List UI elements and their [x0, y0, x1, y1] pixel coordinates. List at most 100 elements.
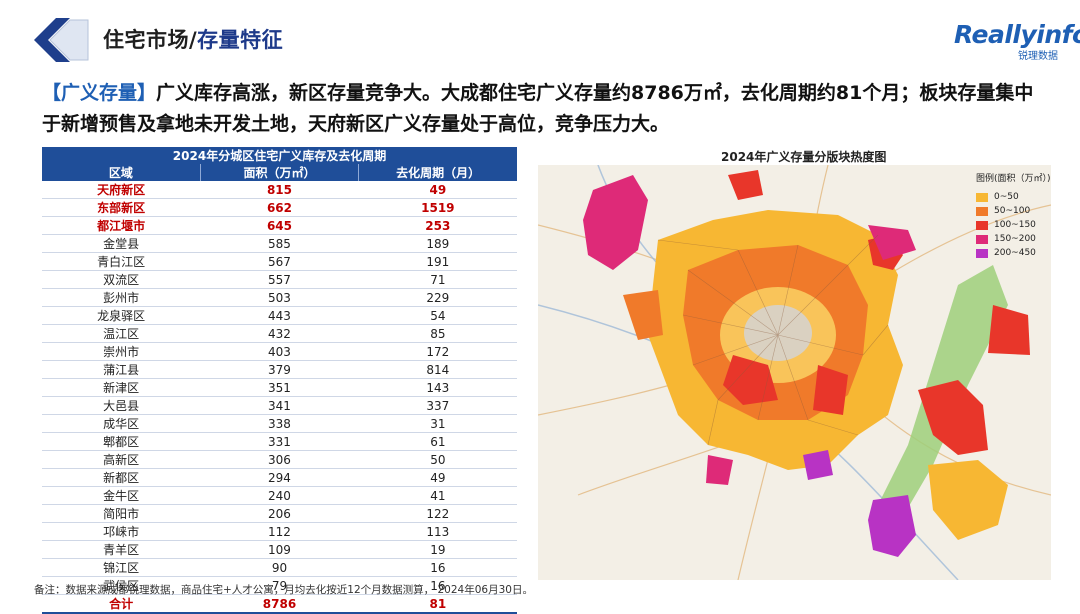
legend-label: 150~200: [994, 234, 1036, 244]
table-cell-area: 815: [200, 181, 359, 199]
table-cell-region: 金牛区: [42, 486, 201, 505]
legend-label: 100~150: [994, 220, 1036, 230]
page-title: 住宅市场/存量特征: [103, 24, 283, 54]
page-title-accent: 存量特征: [197, 28, 284, 52]
table-cell-area: 206: [200, 504, 359, 523]
table-cell-region: 简阳市: [42, 504, 201, 523]
map-patch-red-4: [988, 305, 1030, 355]
heat-map: 图例(面积（万㎡）) 0~50 50~100 100~150 150~200 200~4…: [538, 165, 1051, 580]
table-cell-cycle: 253: [358, 216, 517, 235]
table-cell-region: 锦江区: [42, 558, 201, 577]
table-row: 崇州市 403 172: [42, 342, 517, 361]
table-cell-area: 331: [200, 432, 359, 451]
table-cell-area: 443: [200, 306, 359, 325]
map-patch-red-1: [723, 355, 778, 405]
table-cell-cycle: 113: [358, 522, 517, 541]
table-row: 高新区 306 50: [42, 450, 517, 469]
table-cell-area: 79: [200, 576, 359, 595]
legend-item: 0~50: [976, 190, 1051, 204]
table-cell-region: 温江区: [42, 324, 201, 343]
map-patch-orange-w: [623, 290, 663, 340]
table-cell-cycle: 1519: [358, 198, 517, 217]
table-cell-cycle: 189: [358, 234, 517, 253]
table-cell-region: 天府新区: [42, 181, 201, 199]
legend-item: 50~100: [976, 204, 1051, 218]
table-cell-area: 341: [200, 396, 359, 415]
table-cell-cycle: 814: [358, 360, 517, 379]
table-cell-region: 武侯区: [42, 576, 201, 595]
legend-swatch: [976, 206, 988, 216]
map-downtown: [744, 305, 812, 361]
table-cell-cycle: 229: [358, 288, 517, 307]
table-cell-cycle: 71: [358, 270, 517, 289]
table-caption: 2024年分城区住宅广义库存及去化周期: [42, 147, 517, 164]
legend-swatch: [976, 220, 988, 230]
table-cell-cycle: 143: [358, 378, 517, 397]
table-row: 郫都区 331 61: [42, 432, 517, 451]
table-row: 都江堰市 645 253: [42, 216, 517, 235]
table-cell-cycle: 337: [358, 396, 517, 415]
page-title-prefix: 住宅市场/: [103, 28, 198, 52]
footnote: 备注：数据来源成都锐理数据，商品住宅+人才公寓，月均去化按近12个月数据测算， …: [34, 584, 533, 596]
table-cell-region: 彭州市: [42, 288, 201, 307]
table-cell-area: 645: [200, 216, 359, 235]
table-cell-area: 240: [200, 486, 359, 505]
table-cell-cycle: 49: [358, 468, 517, 487]
headline-paragraph: 【广义存量】广义库存高涨，新区存量竞争大。大成都住宅广义存量约8786万㎡，去化…: [42, 78, 1052, 140]
inventory-table: 2024年分城区住宅广义库存及去化周期 区域 面积（万㎡） 去化周期（月） 天府新区…: [42, 147, 517, 614]
map-patch-pink-1: [583, 175, 648, 270]
table-row: 金牛区 240 41: [42, 486, 517, 505]
table-cell-cycle: 191: [358, 252, 517, 271]
table-cell-cycle: 19: [358, 540, 517, 559]
slide-logo-mark: [34, 18, 89, 62]
table-cell-area: 379: [200, 360, 359, 379]
table-row: 新都区 294 49: [42, 468, 517, 487]
table-row: 武侯区 79 16: [42, 576, 517, 595]
table-cell-region: 高新区: [42, 450, 201, 469]
map-patch-purple-2: [803, 450, 833, 480]
table-cell-area: 351: [200, 378, 359, 397]
table-cell-region: 蒲江县: [42, 360, 201, 379]
table-cell-region: 金堂县: [42, 234, 201, 253]
table-cell-cycle: 41: [358, 486, 517, 505]
brand-name: Reallyinfo: [954, 20, 1080, 49]
table-cell-area: 112: [200, 522, 359, 541]
table-cell-region: 青白江区: [42, 252, 201, 271]
table-cell-region: 新都区: [42, 468, 201, 487]
table-cell-area: 403: [200, 342, 359, 361]
table-cell-region: 青羊区: [42, 540, 201, 559]
legend-swatch: [976, 192, 988, 202]
table-cell-area: 90: [200, 558, 359, 577]
table-total-area: 8786: [200, 594, 359, 614]
legend-label: 0~50: [994, 192, 1019, 202]
table-row: 金堂县 585 189: [42, 234, 517, 253]
table-cell-region: 崇州市: [42, 342, 201, 361]
legend-swatch: [976, 248, 988, 258]
table-row: 天府新区 815 49: [42, 181, 517, 199]
table-row: 蒲江县 379 814: [42, 360, 517, 379]
table-row: 青羊区 109 19: [42, 540, 517, 559]
map-patch-yellow-se: [928, 460, 1008, 540]
table-row: 东部新区 662 1519: [42, 198, 517, 217]
table-cell-area: 306: [200, 450, 359, 469]
table-cell-area: 557: [200, 270, 359, 289]
table-cell-area: 338: [200, 414, 359, 433]
map-patch-red-3: [918, 380, 988, 455]
table-row: 温江区 432 85: [42, 324, 517, 343]
map-district-borders: [657, 234, 889, 446]
table-row: 龙泉驿区 443 54: [42, 306, 517, 325]
legend-item: 200~450: [976, 246, 1051, 260]
legend-title: 图例(面积（万㎡）): [976, 174, 1051, 184]
map-patch-red-n: [728, 170, 763, 200]
table-cell-region: 东部新区: [42, 198, 201, 217]
table-cell-area: 432: [200, 324, 359, 343]
table-cell-region: 成华区: [42, 414, 201, 433]
table-cell-cycle: 16: [358, 576, 517, 595]
table-cell-region: 双流区: [42, 270, 201, 289]
map-patch-purple-1: [868, 495, 916, 557]
table-row: 邛崃市 112 113: [42, 522, 517, 541]
legend-item: 100~150: [976, 218, 1051, 232]
legend-label: 50~100: [994, 206, 1031, 216]
table-cell-cycle: 16: [358, 558, 517, 577]
table-cell-region: 龙泉驿区: [42, 306, 201, 325]
